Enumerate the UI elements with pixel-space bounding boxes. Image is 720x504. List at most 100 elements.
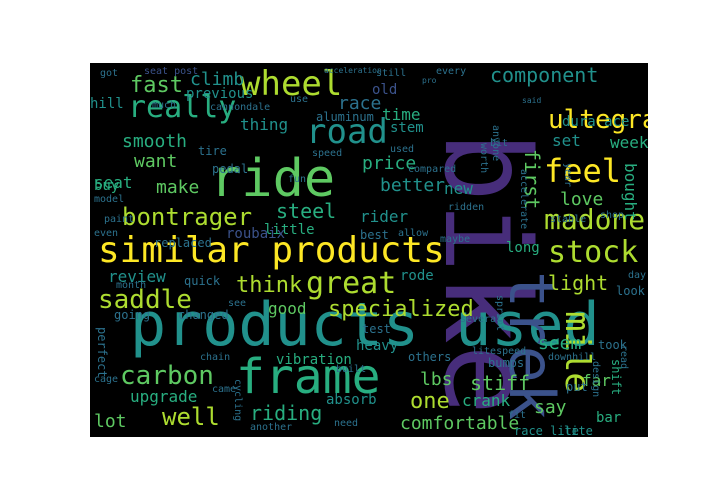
cloud-word-lite: lite <box>564 424 593 437</box>
cloud-word-roubaix: roubaix <box>226 226 286 242</box>
cloud-word-stem: stem <box>390 120 424 136</box>
cloud-word-aluminum: aluminum <box>316 110 374 124</box>
cloud-word-really: really <box>128 90 237 125</box>
cloud-word-much: much <box>152 100 177 111</box>
cloud-word-think: think <box>236 273 303 298</box>
cloud-word-one: one <box>410 389 450 414</box>
cloud-word-little: little <box>264 222 315 238</box>
cloud-word-read: read <box>618 345 629 370</box>
cloud-word-heavy: heavy <box>356 338 399 354</box>
cloud-word-new: new <box>444 179 473 198</box>
cloud-word-built: built <box>336 364 367 375</box>
cloud-word-changed: changed <box>178 308 229 322</box>
cloud-word-fit: fit <box>508 410 527 421</box>
cloud-word-light: light <box>548 271 609 295</box>
cloud-word-replaced: replaced <box>154 236 212 250</box>
cloud-word-fast: fast <box>130 73 183 98</box>
cloud-word-vibration: vibration <box>276 352 352 368</box>
cloud-word-crank: crank <box>462 391 511 410</box>
cloud-word-came: came <box>212 384 237 395</box>
word-cloud: bike products used similar products trek fra… <box>90 63 648 437</box>
cloud-word-maybe: maybe <box>440 234 471 245</box>
cloud-word-perfect: perfect <box>95 327 109 378</box>
cloud-word-litespeed: litespeed <box>472 346 527 357</box>
cloud-word-lbs: lbs <box>420 369 453 390</box>
cloud-word-used: used <box>390 144 415 155</box>
cloud-word-dura-ace: dura ace <box>562 114 630 130</box>
cloud-word-rider: rider <box>360 207 409 226</box>
cloud-word-better: better <box>380 175 446 196</box>
cloud-word-still: still <box>376 68 407 79</box>
cloud-word-worth: worth <box>478 143 489 174</box>
cloud-word-bumps: bumps <box>488 356 525 370</box>
cloud-word-component: component <box>490 63 599 87</box>
cloud-word-well: well <box>162 403 220 431</box>
cloud-word-week: week <box>610 133 648 152</box>
cloud-word-ultegra: ultegra <box>548 105 648 135</box>
cloud-word-year: year <box>562 163 573 188</box>
cloud-word-ridden: ridden <box>448 202 485 213</box>
cloud-word-see: see <box>228 298 247 309</box>
cloud-word-need: need <box>334 418 359 429</box>
cloud-word-climb: climb <box>190 69 245 90</box>
cloud-word-best: best <box>360 228 389 242</box>
cloud-word-acceleration: acceleration <box>324 66 382 75</box>
cloud-word-bar: bar <box>596 410 622 426</box>
cloud-word-feel: feel <box>544 152 622 190</box>
cloud-word-rode: rode <box>400 268 434 284</box>
cloud-word-ride: ride <box>210 149 336 209</box>
cloud-word-bought: bought <box>621 163 640 221</box>
cloud-word-sprint: sprint <box>494 295 505 332</box>
cloud-word-long: long <box>506 240 540 256</box>
cloud-word-set: set <box>552 131 581 150</box>
cloud-word-seem: seem <box>538 333 582 354</box>
cloud-word-previous: previous <box>186 86 254 102</box>
cloud-word-month: month <box>116 280 147 291</box>
cloud-word-another: another <box>250 422 293 433</box>
cloud-word-seat: seat <box>94 173 133 192</box>
cloud-word-race: race <box>338 93 382 114</box>
cloud-word-seat-post: seat post <box>144 66 199 77</box>
cloud-word-riding: riding <box>250 401 323 425</box>
cloud-word-use: use <box>290 94 309 105</box>
cloud-word-chain: chain <box>200 352 231 363</box>
cloud-word-speed: speed <box>312 148 343 159</box>
cloud-word-even: even <box>94 228 119 239</box>
cloud-word-hill: hill <box>90 96 124 112</box>
cloud-word-want: want <box>134 151 178 172</box>
cloud-word-day: day <box>628 270 647 281</box>
cloud-word-products-used: products used <box>130 290 600 360</box>
cloud-word-compared: compared <box>408 164 457 175</box>
cloud-word-fun: fun <box>288 174 307 185</box>
cloud-word-wheel: wheel <box>240 64 343 104</box>
cloud-word-pedal: pedal <box>212 162 249 176</box>
cloud-word-every: every <box>436 66 467 77</box>
cloud-word-accelerate: accelerate <box>518 169 529 230</box>
cloud-word-shop: shop <box>600 210 625 221</box>
cloud-word-bit: bit <box>490 138 509 149</box>
cloud-word-race-lite: race lite <box>514 424 580 437</box>
cloud-word-cannondale: cannondale <box>210 102 271 113</box>
cloud-word-put: put <box>566 380 588 394</box>
cloud-word-lot: lot <box>94 411 127 432</box>
cloud-word-saddle: saddle <box>98 285 192 315</box>
cloud-word-pro: pro <box>422 76 437 85</box>
cloud-word-similar-products: similar products <box>98 230 445 271</box>
cloud-word-price: price <box>362 153 417 174</box>
cloud-word-bontrager: bontrager <box>122 203 253 231</box>
cloud-word-got: got <box>100 68 119 79</box>
cloud-word-design: design <box>590 361 601 398</box>
cloud-word-thing: thing <box>240 115 289 134</box>
cloud-word-love: love <box>560 189 604 210</box>
cloud-word-good: good <box>268 299 307 318</box>
cloud-word-going: going <box>114 308 151 322</box>
cloud-word-madone: madone <box>544 203 646 236</box>
cloud-word-look: look <box>616 284 645 298</box>
cloud-word-frame: frame <box>236 349 381 405</box>
cloud-word-others: others <box>408 350 452 364</box>
cloud-word-comfortable: comfortable <box>400 413 520 434</box>
cloud-word-steel: steel <box>276 199 337 223</box>
cloud-word-cage: cage <box>94 374 119 385</box>
cloud-word-smooth: smooth <box>122 131 188 152</box>
cloud-word-review: review <box>108 267 166 286</box>
